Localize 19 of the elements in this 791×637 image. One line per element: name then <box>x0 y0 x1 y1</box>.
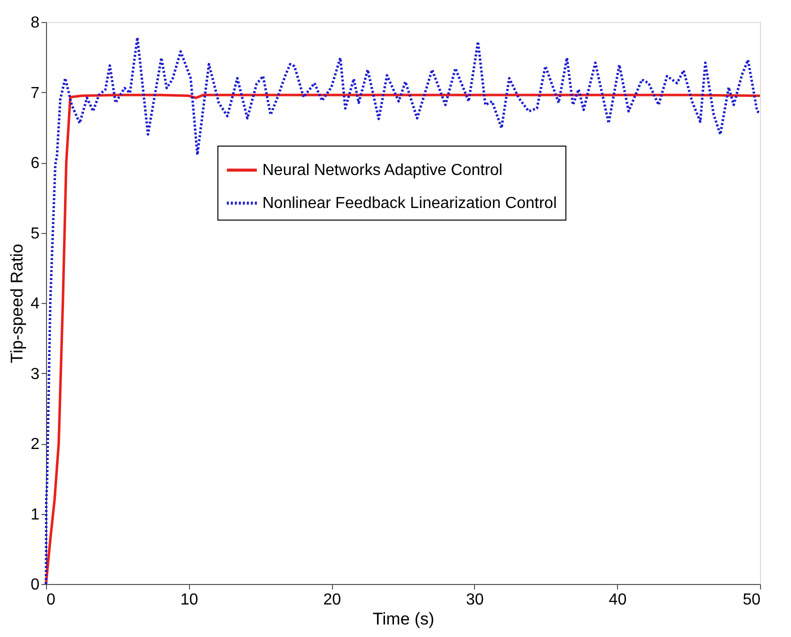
y-tick-label: 4 <box>30 296 40 312</box>
y-tick-label: 5 <box>30 225 40 242</box>
y-tick-label: 3 <box>30 366 40 383</box>
x-tick-label: 40 <box>608 592 627 608</box>
y-tick-label: 1 <box>30 506 40 524</box>
y-tick-label: 0 <box>30 576 40 594</box>
x-tick-label: 10 <box>180 592 198 608</box>
y-tick-label: 7 <box>30 84 40 102</box>
legend-label: Neural Networks Adaptive Control <box>262 162 502 180</box>
y-tick-label: 2 <box>30 436 40 453</box>
x-axis-title: Time (s) <box>372 610 434 628</box>
y-axis-title: Tip-speed Ratio <box>8 244 27 364</box>
y-tick-label: 6 <box>30 155 40 172</box>
x-tick-label: 20 <box>323 592 342 608</box>
x-tick-label: 30 <box>466 592 484 608</box>
y-tick-label: 8 <box>30 14 40 32</box>
x-tick-label: 0 <box>46 592 56 608</box>
legend-label: Nonlinear Feedback Linearization Control <box>262 195 557 212</box>
x-tick-label: 50 <box>742 592 761 608</box>
